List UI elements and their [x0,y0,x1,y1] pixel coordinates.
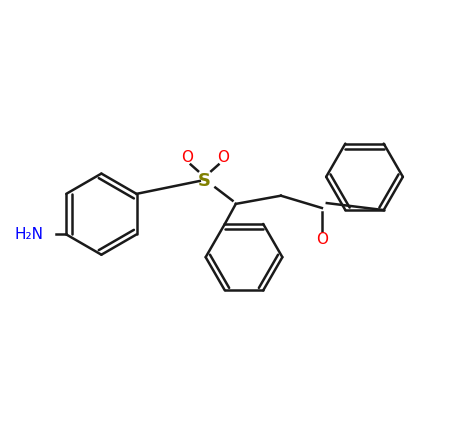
Text: O: O [180,150,193,165]
Text: O: O [316,232,328,246]
Text: H₂N: H₂N [14,227,43,242]
Text: S: S [198,172,211,190]
Text: O: O [217,150,229,165]
